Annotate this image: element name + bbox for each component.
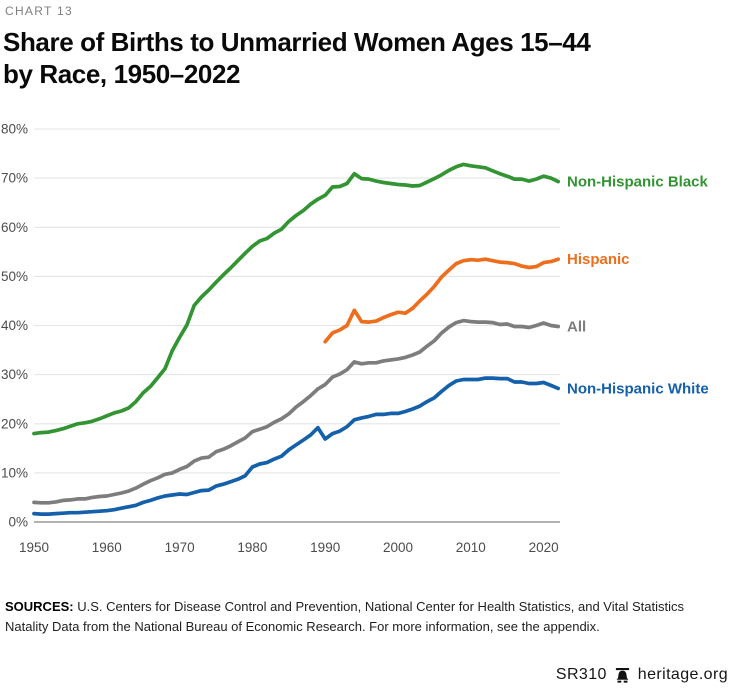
series-line-hispanic <box>323 257 561 344</box>
x-tick-label: 1970 <box>165 540 195 555</box>
sources-line2: Natality Data from the National Bureau o… <box>5 619 600 634</box>
series-line-all <box>32 318 561 505</box>
series-label-hispanic: Hispanic <box>567 251 630 268</box>
line-chart: 0% 10% 20% 30% 40% 50% 60% 70% 80% 1950 1960 1970 19… <box>1 122 709 555</box>
series-label-non-hispanic-white: Non-Hispanic White <box>567 380 709 397</box>
x-tick-label: 1960 <box>92 540 122 555</box>
sources-line1: U.S. Centers for Disease Control and Pre… <box>77 599 684 614</box>
chart-title-line2: by Race, 1950–2022 <box>3 59 241 89</box>
sources-note: SOURCES: U.S. Centers for Disease Contro… <box>5 597 684 637</box>
liberty-bell-icon <box>615 667 629 683</box>
y-tick-label: 80% <box>1 122 28 137</box>
x-tick-label: 2000 <box>383 540 413 555</box>
sources-label: SOURCES: <box>5 599 74 614</box>
x-tick-label: 2020 <box>529 540 559 555</box>
y-tick-label: 30% <box>1 367 28 382</box>
series-line-non-hispanic-white <box>32 376 561 516</box>
y-tick-label: 40% <box>1 318 28 333</box>
chart-title-line1: Share of Births to Unmarried Women Ages … <box>3 27 591 57</box>
y-tick-label: 10% <box>1 466 28 481</box>
y-tick-label: 70% <box>1 171 28 186</box>
series-label-non-hispanic-black: Non-Hispanic Black <box>567 174 709 191</box>
x-tick-label: 1980 <box>237 540 267 555</box>
report-id: SR310 <box>555 666 607 683</box>
y-tick-label: 60% <box>1 220 28 235</box>
y-tick-label: 20% <box>1 416 28 431</box>
chart-title: Share of Births to Unmarried Women Ages … <box>3 26 591 90</box>
series-label-all: All <box>567 319 586 336</box>
x-tick-label: 2010 <box>456 540 486 555</box>
x-tick-label: 1990 <box>310 540 340 555</box>
footer: SR310 heritage.org <box>556 666 728 684</box>
series-line-non-hispanic-black <box>32 162 561 436</box>
y-tick-label: 50% <box>1 269 28 284</box>
x-tick-label: 1950 <box>19 540 49 555</box>
chart-number-label: CHART 13 <box>5 4 73 18</box>
y-tick-label: 0% <box>8 515 28 530</box>
footer-site: heritage.org <box>637 666 728 683</box>
